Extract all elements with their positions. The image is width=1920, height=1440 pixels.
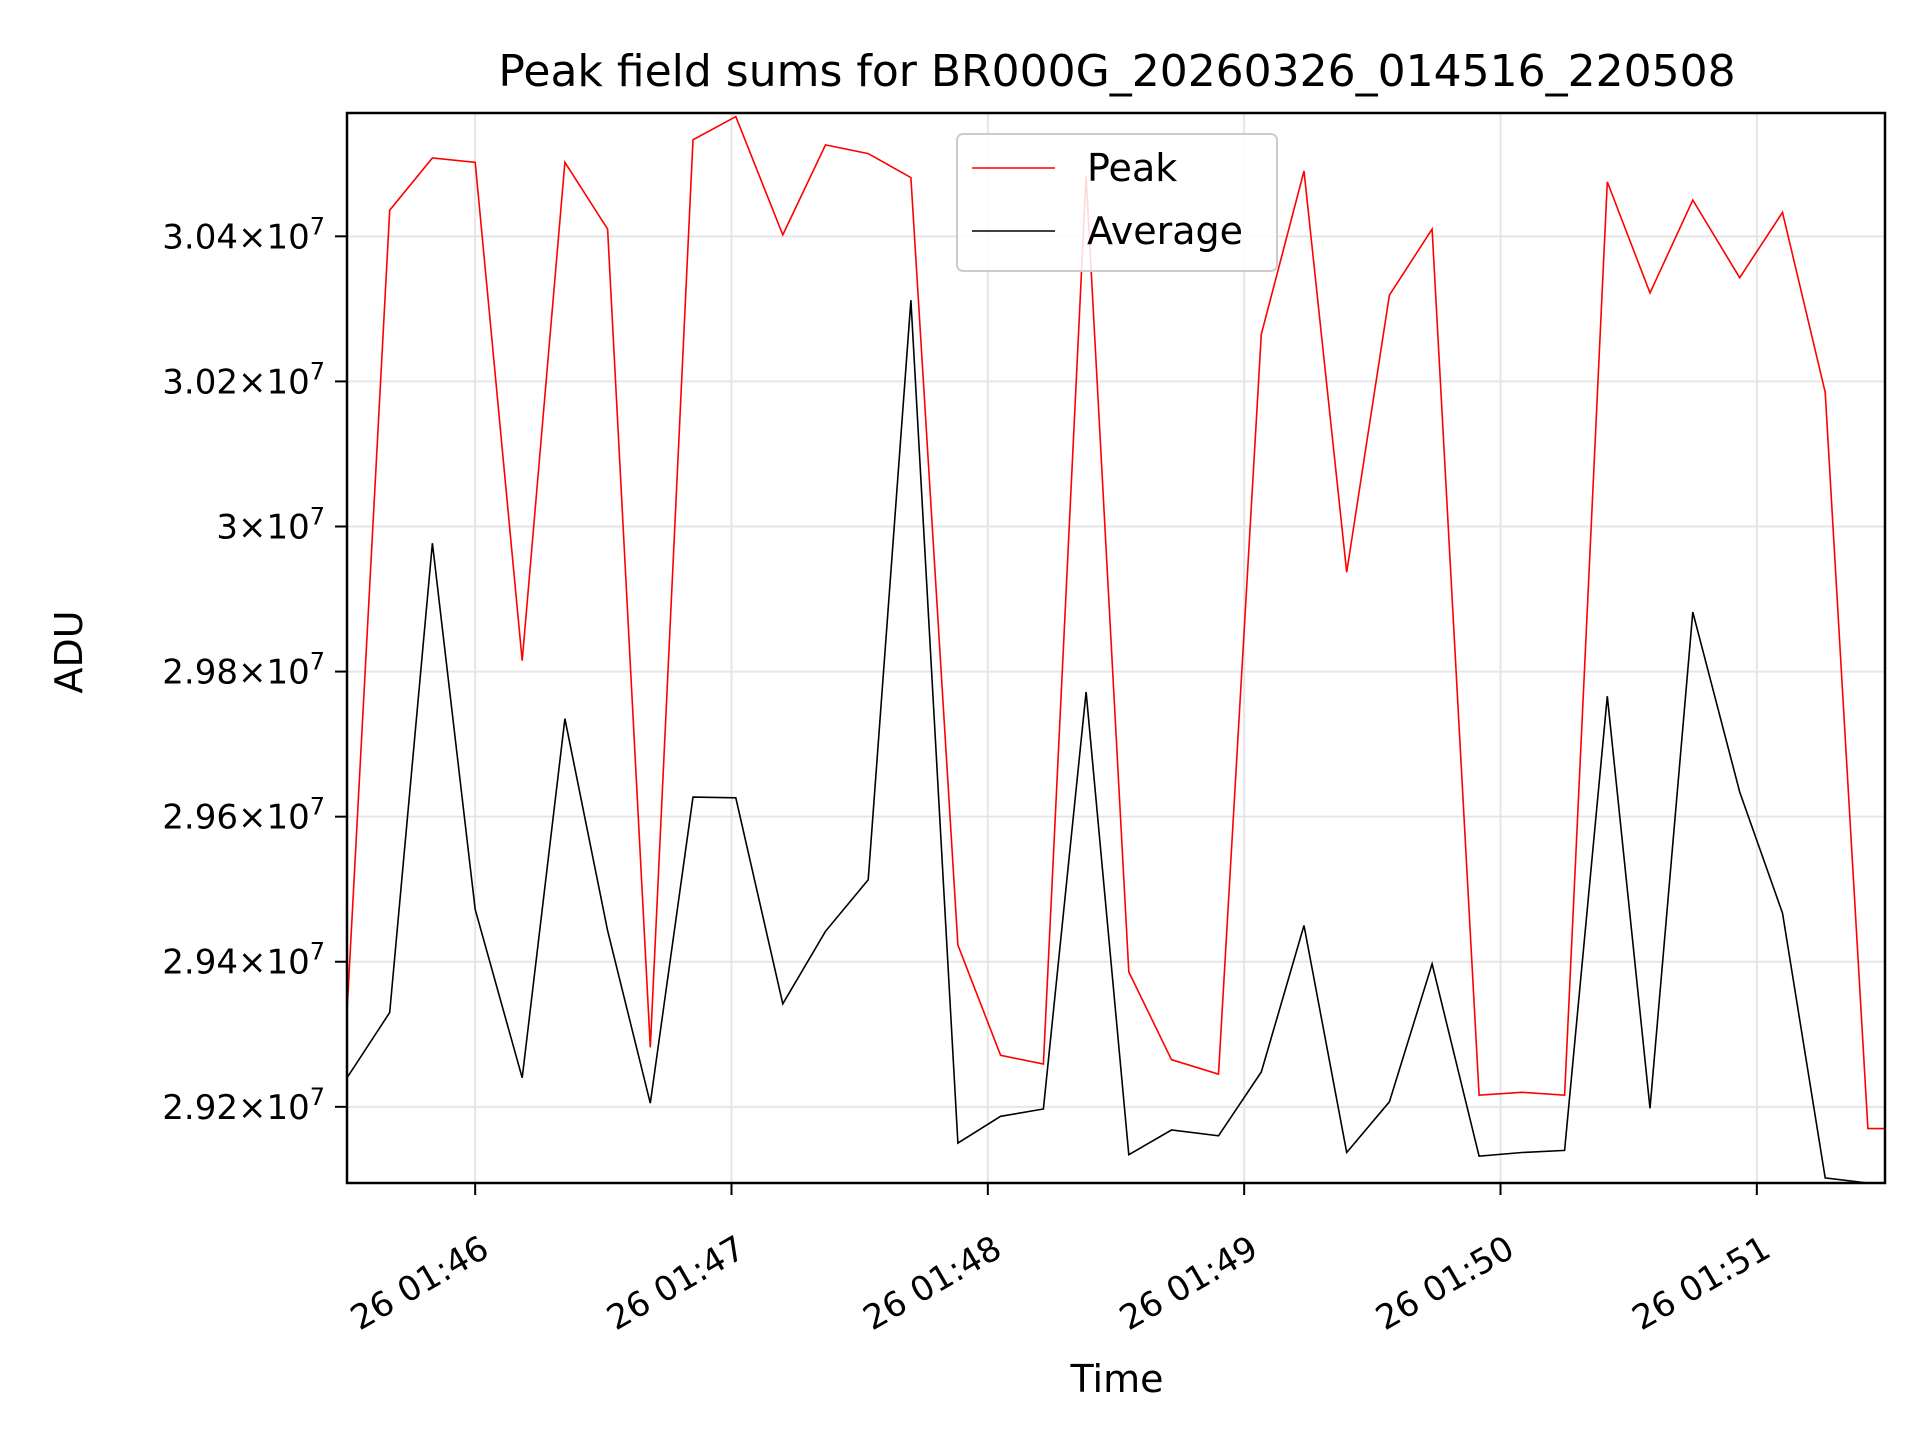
y-tick-mantissa: 3×10 — [216, 507, 309, 547]
y-tick-label: 2.92×107 — [162, 1083, 325, 1128]
y-tick-exponent: 7 — [310, 648, 325, 676]
x-axis-label: Time — [1070, 1357, 1164, 1401]
y-tick-exponent: 7 — [310, 938, 325, 966]
series-line-peak — [347, 115, 1885, 1130]
series-layer — [347, 115, 1885, 1183]
y-tick-label: 3.02×107 — [162, 357, 325, 402]
y-tick-mantissa: 2.94×10 — [162, 943, 309, 983]
y-tick-exponent: 7 — [310, 793, 325, 821]
y-tick-mantissa: 3.02×10 — [162, 362, 309, 402]
y-tick-label: 3.04×107 — [162, 212, 325, 257]
y-tick-label: 2.94×107 — [162, 938, 325, 983]
plot-frame — [345, 111, 1887, 1185]
y-tick-label: 2.98×107 — [162, 648, 325, 693]
y-tick-exponent: 7 — [310, 212, 325, 240]
y-tick-exponent: 7 — [310, 1083, 325, 1111]
chart-title: Peak field sums for BR000G_20260326_0145… — [498, 46, 1735, 97]
legend-label-peak: Peak — [1087, 146, 1177, 190]
y-axis-ticks: 2.92×1072.94×1072.96×1072.98×1073×1073.0… — [162, 212, 347, 1128]
y-tick-mantissa: 2.92×10 — [162, 1088, 309, 1128]
y-axis-label: ADU — [47, 610, 91, 693]
y-tick-mantissa: 2.96×10 — [162, 798, 309, 838]
y-tick-exponent: 7 — [310, 502, 325, 530]
series-line-average — [347, 300, 1885, 1183]
y-tick-label: 2.96×107 — [162, 793, 325, 838]
y-tick-label: 3×107 — [216, 502, 325, 547]
y-tick-exponent: 7 — [310, 357, 325, 385]
y-tick-mantissa: 2.98×10 — [162, 653, 309, 693]
legend-label-average: Average — [1087, 209, 1243, 253]
legend: Peak Average — [956, 133, 1278, 272]
y-tick-mantissa: 3.04×10 — [162, 217, 309, 257]
grid-lines — [347, 113, 1885, 1183]
